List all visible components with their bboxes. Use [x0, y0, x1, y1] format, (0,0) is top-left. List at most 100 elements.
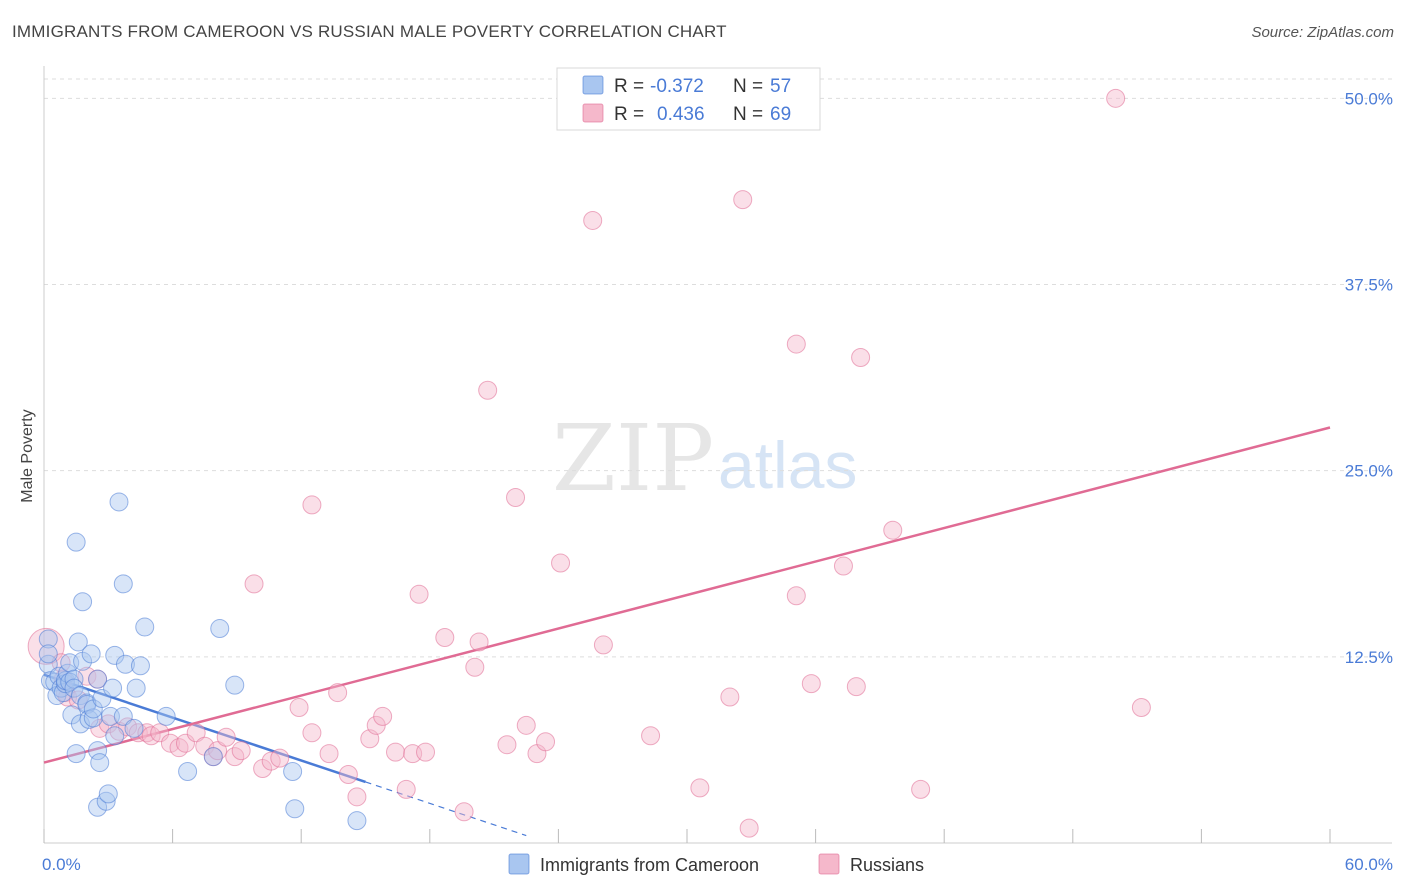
point-russians — [338, 764, 358, 784]
point-russians — [506, 487, 526, 507]
point-russians — [302, 723, 322, 743]
point-russians — [641, 726, 661, 746]
point-cameroon — [135, 617, 155, 637]
point-russians — [186, 723, 206, 743]
source-label: Source: ZipAtlas.com — [1251, 24, 1394, 41]
legend-n-value-pink: 69 — [770, 104, 791, 125]
trend-line-extension-blue — [365, 781, 527, 837]
point-cameroon — [81, 644, 101, 664]
point-cameroon — [38, 629, 58, 649]
point-russians — [396, 779, 416, 799]
legend-n-label-blue: N = — [733, 76, 763, 97]
point-russians — [98, 714, 118, 734]
point-cameroon — [90, 753, 110, 773]
point-russians — [216, 727, 236, 747]
point-cameroon — [70, 714, 90, 734]
point-russians — [720, 687, 740, 707]
point-russians — [416, 742, 436, 762]
point-russians — [465, 657, 485, 677]
point-russians — [302, 495, 322, 515]
legend-r-label-pink: R = — [614, 104, 644, 125]
point-cameroon — [38, 654, 58, 674]
point-russians — [319, 744, 339, 764]
point-russians — [77, 666, 97, 686]
legend-bottom-label-blue[interactable]: Immigrants from Cameroon — [540, 855, 759, 875]
legend-swatch-pink — [582, 103, 604, 123]
x-tick-label: 0.0% — [42, 855, 81, 874]
point-russians — [833, 556, 853, 576]
point-russians — [27, 627, 65, 665]
point-russians — [231, 741, 251, 761]
point-cameroon — [178, 762, 198, 782]
point-russians — [328, 683, 348, 703]
point-cameroon — [113, 574, 133, 594]
point-russians — [593, 635, 613, 655]
point-cameroon — [115, 654, 135, 674]
point-cameroon — [105, 726, 125, 746]
legend-bottom-swatch-blue[interactable] — [508, 853, 530, 875]
point-cameroon — [130, 656, 150, 676]
data-points — [27, 88, 1151, 838]
y-tick-label: 37.5% — [1345, 276, 1393, 295]
point-russians — [386, 742, 406, 762]
point-russians — [883, 520, 903, 540]
y-tick-labels: 12.5% 25.0% 37.5% 50.0% — [1345, 89, 1393, 666]
legend-bottom-label-pink[interactable]: Russians — [850, 855, 924, 875]
point-russians — [690, 778, 710, 798]
point-russians — [733, 190, 753, 210]
x-tick-label: 60.0% — [1345, 855, 1393, 874]
point-cameroon — [109, 492, 129, 512]
x-tick-labels: 0.0% 60.0% — [42, 855, 1393, 874]
point-russians — [409, 584, 429, 604]
point-russians — [786, 586, 806, 606]
point-russians — [497, 735, 517, 755]
point-russians — [786, 334, 806, 354]
point-cameroon — [347, 811, 367, 831]
legend-n-label-pink: N = — [733, 104, 763, 125]
point-russians — [536, 732, 556, 752]
point-russians — [851, 347, 871, 367]
point-russians — [270, 748, 290, 768]
trend-lines — [43, 426, 1331, 837]
axes — [43, 66, 1392, 844]
point-cameroon — [156, 706, 176, 726]
y-tick-label: 12.5% — [1345, 648, 1393, 667]
point-russians — [551, 553, 571, 573]
point-russians — [1106, 88, 1126, 108]
legend-n-value-blue: 57 — [770, 76, 791, 97]
legend-bottom: Immigrants from Cameroon Russians — [508, 853, 924, 875]
point-cameroon — [38, 644, 58, 664]
y-tick-label: 25.0% — [1345, 462, 1393, 481]
point-russians — [160, 733, 180, 753]
point-russians — [454, 802, 474, 822]
legend-bottom-swatch-pink[interactable] — [818, 853, 840, 875]
point-russians — [244, 574, 264, 594]
chart-title: IMMIGRANTS FROM CAMEROON VS RUSSIAN MALE… — [12, 22, 727, 41]
point-cameroon — [285, 799, 305, 819]
point-cameroon — [88, 741, 108, 761]
point-russians — [846, 677, 866, 697]
y-tick-label: 50.0% — [1345, 89, 1393, 108]
point-russians — [801, 674, 821, 694]
point-cameroon — [66, 532, 86, 552]
watermark: ZIP atlas — [552, 405, 857, 512]
point-russians — [516, 715, 536, 735]
point-cameroon — [113, 706, 133, 726]
point-russians — [435, 627, 455, 647]
legend-swatch-blue — [582, 75, 604, 95]
grid — [44, 78, 1392, 658]
point-cameroon — [68, 632, 88, 652]
point-cameroon — [103, 678, 123, 698]
point-cameroon — [88, 669, 108, 689]
point-cameroon — [66, 744, 86, 764]
point-cameroon — [73, 592, 93, 612]
point-cameroon — [98, 784, 118, 804]
point-cameroon — [283, 762, 303, 782]
point-russians — [583, 210, 603, 230]
point-russians — [1131, 697, 1151, 717]
point-russians — [739, 818, 759, 838]
watermark-atlas: atlas — [718, 428, 857, 502]
legend-r-value-pink: 0.436 — [657, 104, 705, 125]
legend-top: R = -0.372 N = 57 R = 0.436 N = 69 — [556, 67, 821, 131]
point-russians — [911, 779, 931, 799]
